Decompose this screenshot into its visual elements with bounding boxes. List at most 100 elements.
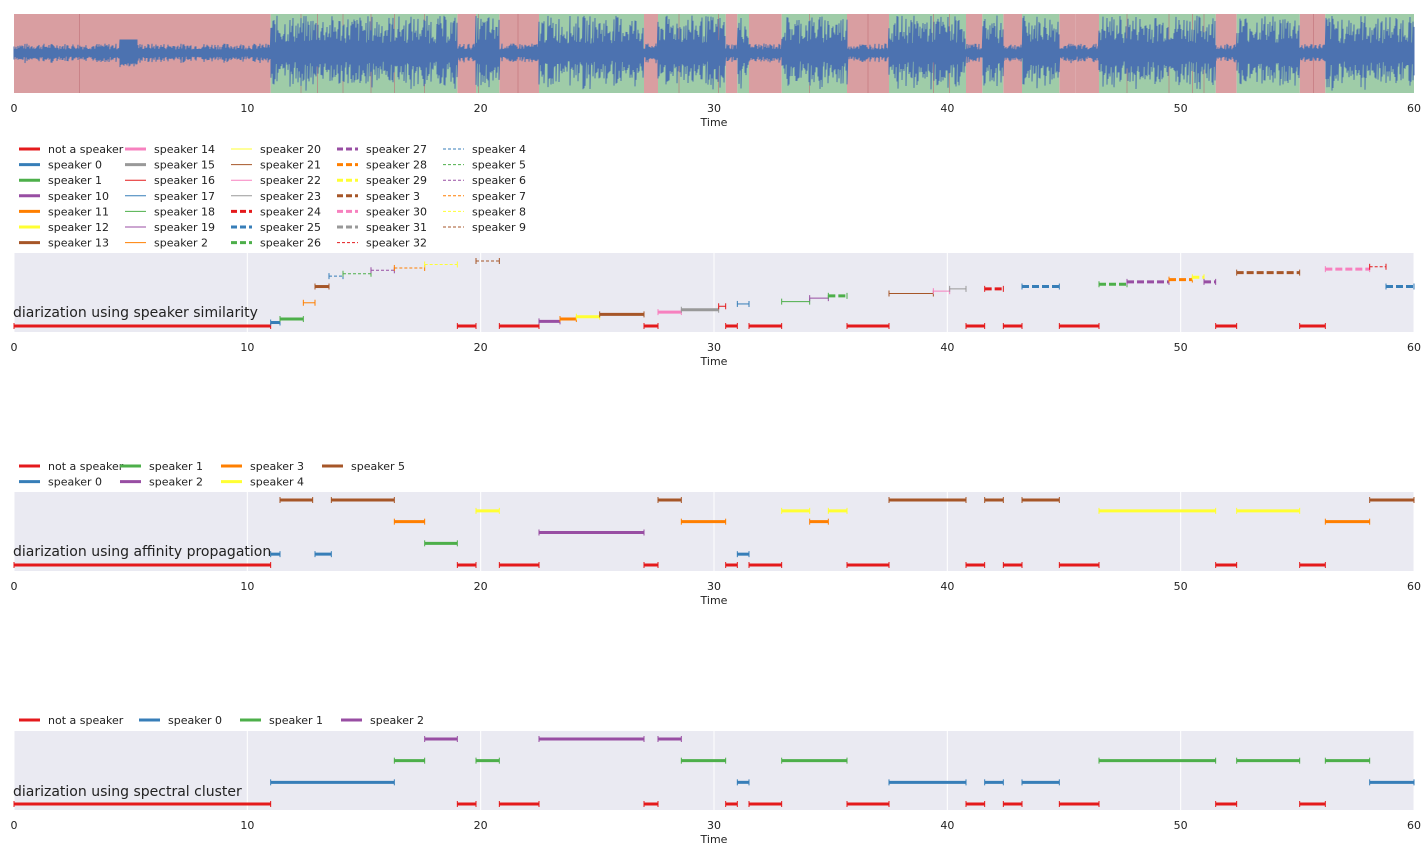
legend-label: speaker 32 [366,237,427,250]
affinity-gridlines [13,492,1415,571]
waveform-x-axis-label: Time [700,116,728,129]
x-tick-label: 10 [240,819,254,832]
spectral-x-axis-label: Time [700,833,728,846]
legend-label: speaker 22 [260,174,321,187]
x-tick-label: 50 [1174,819,1188,832]
legend-label: speaker 2 [149,476,203,489]
similarity-x-ticks: 0 10 20 30 40 50 60 [11,341,1422,354]
legend-label: speaker 1 [269,714,323,727]
legend-label: speaker 0 [168,714,222,727]
x-tick-label: 10 [240,580,254,593]
legend-label: not a speaker [48,143,124,156]
x-tick-label: 40 [940,341,954,354]
spectral-legend: not a speaker speaker 0 speaker 1 speaker 2 [19,714,424,727]
waveform-panel: 0 10 20 30 40 50 60 Time [11,14,1422,129]
legend-label: speaker 4 [250,476,304,489]
x-tick-label: 40 [940,102,954,115]
legend-label: speaker 28 [366,159,427,172]
legend-label: not a speaker [48,460,124,473]
x-tick-label: 50 [1174,580,1188,593]
x-tick-label: 10 [240,102,254,115]
legend-label: speaker 31 [366,221,427,234]
legend-label: speaker 27 [366,143,427,156]
spectral-gridlines [13,731,1415,810]
legend-label: speaker 3 [250,460,304,473]
legend-label: speaker 1 [48,174,102,187]
legend-label: speaker 6 [472,174,526,187]
legend-label: speaker 4 [472,143,526,156]
x-tick-label: 60 [1407,102,1421,115]
x-tick-label: 60 [1407,580,1421,593]
legend-label: speaker 8 [472,205,526,218]
x-tick-label: 20 [474,580,488,593]
similarity-legend: not a speaker speaker 0 speaker 1 speaker 1… [19,143,526,250]
spectral-segments [13,736,1415,807]
legend-label: speaker 26 [260,237,321,250]
x-tick-label: 30 [707,819,721,832]
x-tick-label: 30 [707,341,721,354]
similarity-panel: not a speaker speaker 0 speaker 1 speaker 1… [11,143,1422,368]
x-tick-label: 20 [474,819,488,832]
x-tick-label: 0 [11,819,18,832]
legend-label: speaker 13 [48,237,109,250]
affinity-legend: not a speaker speaker 0 speaker 1 speaker 2… [19,460,405,489]
x-tick-label: 30 [707,102,721,115]
affinity-panel: not a speaker speaker 0 speaker 1 speaker 2… [11,460,1422,607]
legend-label: speaker 19 [154,221,215,234]
affinity-x-ticks: 0 10 20 30 40 50 60 [11,580,1422,593]
legend-label: speaker 15 [154,159,215,172]
similarity-title: diarization using speaker similarity [13,305,258,321]
legend-label: speaker 14 [154,143,215,156]
spectral-x-ticks: 0 10 20 30 40 50 60 [11,819,1422,832]
legend-label: speaker 0 [48,159,102,172]
legend-label: speaker 0 [48,476,102,489]
x-tick-label: 50 [1174,341,1188,354]
legend-label: speaker 5 [351,460,405,473]
legend-label: speaker 30 [366,205,427,218]
legend-label: speaker 29 [366,174,427,187]
audio-waveform [13,15,1415,91]
x-tick-label: 20 [474,341,488,354]
x-tick-label: 10 [240,341,254,354]
legend-label: speaker 1 [149,460,203,473]
legend-label: speaker 20 [260,143,321,156]
legend-label: speaker 7 [472,190,526,203]
legend-label: speaker 24 [260,205,321,218]
legend-label: speaker 3 [366,190,420,203]
legend-label: speaker 17 [154,190,215,203]
spectral-panel: not a speaker speaker 0 speaker 1 speaker 2… [11,714,1422,846]
x-tick-label: 40 [940,580,954,593]
waveform-x-ticks: 0 10 20 30 40 50 60 [11,102,1422,115]
legend-label: speaker 9 [472,221,526,234]
affinity-segments [13,497,1415,568]
x-tick-label: 30 [707,580,721,593]
similarity-gridlines [13,253,1415,332]
x-tick-label: 0 [11,102,18,115]
legend-label: speaker 16 [154,174,215,187]
x-tick-label: 50 [1174,102,1188,115]
legend-label: speaker 10 [48,190,109,203]
x-tick-label: 60 [1407,819,1421,832]
x-tick-label: 0 [11,341,18,354]
legend-label: speaker 2 [370,714,424,727]
affinity-title: diarization using affinity propagation [13,544,271,560]
spectral-title: diarization using spectral cluster [13,784,242,800]
legend-label: speaker 23 [260,190,321,203]
similarity-segments [13,258,1415,329]
x-tick-label: 0 [11,580,18,593]
legend-label: speaker 2 [154,237,208,250]
legend-label: speaker 21 [260,159,321,172]
legend-label: speaker 5 [472,159,526,172]
legend-label: speaker 18 [154,205,215,218]
legend-label: speaker 11 [48,205,109,218]
x-tick-label: 60 [1407,341,1421,354]
similarity-x-axis-label: Time [700,355,728,368]
x-tick-label: 20 [474,102,488,115]
affinity-x-axis-label: Time [700,594,728,607]
legend-label: speaker 25 [260,221,321,234]
x-tick-label: 40 [940,819,954,832]
legend-label: not a speaker [48,714,124,727]
legend-label: speaker 12 [48,221,109,234]
